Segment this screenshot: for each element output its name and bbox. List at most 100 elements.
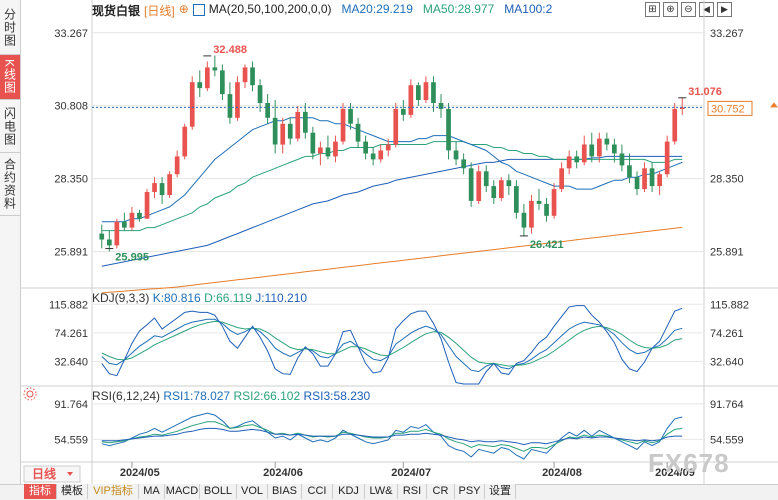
candle-body: [491, 186, 497, 198]
rsi-legend-item: RSI1:78.027: [160, 389, 230, 403]
candle-body: [129, 212, 135, 228]
candle-body: [295, 111, 301, 139]
toolbar-button-macd[interactable]: MACD: [165, 484, 200, 499]
zoom-out-icon[interactable]: ⊖: [681, 2, 696, 17]
price-tick-left: 28.350: [54, 174, 88, 186]
candle-body: [152, 183, 157, 192]
toolbar-button-vip指标[interactable]: VIP指标: [88, 484, 139, 499]
candle-body: [385, 144, 391, 151]
candle-body: [340, 108, 346, 142]
candle-body: [461, 159, 466, 169]
candle-body: [416, 85, 421, 100]
candle-body: [597, 138, 602, 157]
candle-body: [348, 108, 353, 124]
rsi-legend: RSI(6,12,24) RSI1:78.027 RSI2:66.102 RSI…: [92, 389, 371, 403]
candle-body: [627, 165, 632, 178]
date-label: 2024/07: [391, 467, 431, 479]
toolbar-button-模板[interactable]: 模板: [57, 484, 88, 499]
toolbar-button-rsi[interactable]: RSI: [398, 484, 427, 499]
crosshair-icon[interactable]: ⊞: [645, 2, 660, 17]
toolbar-button-指标[interactable]: 指标: [24, 484, 57, 499]
tab-contract-info-label: 合约资料: [2, 158, 17, 210]
candle-body: [612, 144, 617, 154]
kdj-k-line: [101, 318, 683, 373]
annotation-high: 32.488: [213, 44, 247, 56]
candle-body: [114, 221, 120, 246]
toolbar-button-lw-[interactable]: LW&: [365, 484, 398, 499]
candle-body: [551, 189, 557, 216]
tab-timeshare[interactable]: 分时图: [0, 0, 20, 55]
candle-body: [544, 203, 549, 216]
tab-timeshare-label: 分时图: [2, 7, 17, 47]
candle-body: [649, 168, 655, 187]
current-price-label: 30.752: [711, 103, 745, 115]
candle-body: [438, 103, 444, 109]
prev-icon[interactable]: ◀: [699, 2, 714, 17]
tab-flash[interactable]: 闪电图: [0, 100, 20, 153]
candle-body: [566, 156, 572, 169]
price-tick-right: 28.350: [710, 174, 744, 186]
tab-kline[interactable]: K线图: [0, 55, 20, 100]
toolbar-button-vol[interactable]: VOL: [237, 484, 268, 499]
candle-body: [642, 168, 647, 190]
kdj-j-line: [101, 305, 683, 385]
chart-header: 现货白银 [日线] ⊕ MA(20,50,100,200,0,0) MA20:2…: [92, 2, 552, 18]
ma-label: MA(20,50,100,200,0,0): [208, 2, 332, 16]
kdj-legend-item: D:66.119: [201, 291, 252, 305]
candle-body: [174, 156, 180, 175]
symbol-name: 现货白银: [92, 4, 141, 18]
candle-body: [529, 200, 534, 228]
ma200-line: [101, 226, 683, 294]
toolbar-button-设置[interactable]: 设置: [485, 484, 516, 499]
candle-body: [634, 177, 640, 190]
next-icon[interactable]: ▶: [717, 2, 732, 17]
period-label[interactable]: [日线]: [144, 4, 175, 18]
price-tick-right: 25.891: [710, 247, 744, 259]
rsi-tick-left: 91.764: [54, 399, 88, 411]
toolbar-button-ma[interactable]: MA: [139, 484, 165, 499]
rsi-tick-right: 91.764: [710, 399, 744, 411]
settings-icon[interactable]: ⊕: [178, 2, 189, 16]
chevron-down-icon: [67, 472, 73, 476]
rsi-tick-right: 54.559: [710, 434, 744, 446]
side-tabs: [0, 0, 21, 484]
candle-body: [499, 180, 504, 198]
candle-body: [220, 70, 225, 95]
candle-body: [559, 168, 564, 190]
price-tick-left: 30.808: [54, 101, 88, 113]
candle-body: [159, 183, 165, 195]
toolbar-button-psy[interactable]: PSY: [455, 484, 485, 499]
toolbar-button-cr[interactable]: CR: [427, 484, 455, 499]
rsi-rsi2-line: [101, 421, 683, 452]
candle-body: [287, 123, 293, 139]
candle-body: [99, 233, 105, 240]
candle-body: [144, 192, 150, 219]
ma100-value: MA100:2: [504, 2, 553, 16]
candle-body: [453, 150, 459, 160]
toolbar-button-boll[interactable]: BOLL: [200, 484, 237, 499]
kdj-tick-right: 74.261: [710, 328, 744, 340]
date-label: 2024/09: [655, 467, 695, 479]
kdj-legend: KDJ(9,3,3) K:80.816 D:66.119 J:110.210: [92, 291, 307, 305]
ma50-line: [101, 141, 683, 232]
rsi-legend-item: RSI2:66.102: [230, 389, 300, 403]
candle-body: [408, 85, 414, 115]
candle-body: [672, 108, 678, 142]
candle-body: [122, 221, 127, 228]
rsi-legend-item: RSI3:58.230: [300, 389, 370, 403]
candle-body: [589, 144, 595, 157]
candle-body: [235, 82, 240, 118]
toolbar-button-cci[interactable]: CCI: [302, 484, 333, 499]
chart-area[interactable]: 33.26733.26730.80830.80828.35028.35025.8…: [20, 0, 778, 484]
tab-contract-info[interactable]: 合约资料: [0, 153, 20, 216]
candle-body: [574, 156, 580, 163]
candle-body: [265, 103, 270, 118]
ma-toggle-icon[interactable]: [192, 4, 205, 16]
kdj-tick-left: 32.640: [54, 357, 88, 369]
kdj-tick-left: 115.882: [49, 299, 88, 311]
annotation-low-2: 26.421: [530, 239, 564, 251]
toolbar-button-bias[interactable]: BIAS: [268, 484, 302, 499]
candle-body: [378, 150, 384, 160]
zoom-in-icon[interactable]: ⊕: [663, 2, 678, 17]
toolbar-button-kdj[interactable]: KDJ: [333, 484, 365, 499]
